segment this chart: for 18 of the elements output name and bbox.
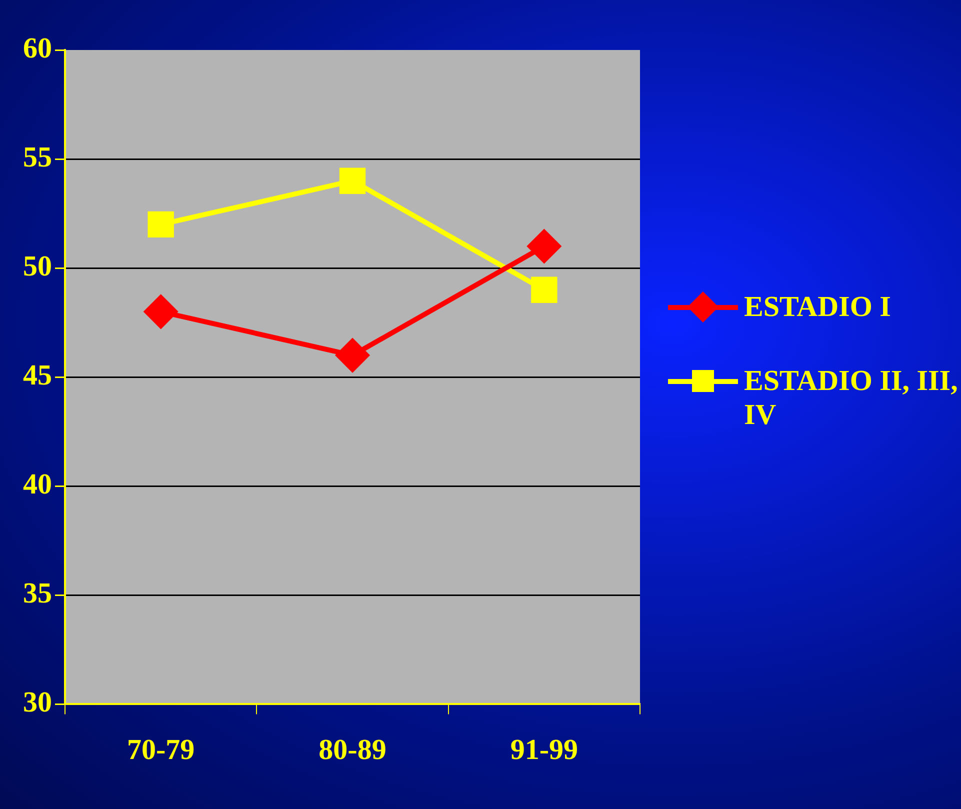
legend-label: ESTADIO I: [744, 290, 891, 324]
x-tick-label: 91-99: [510, 734, 578, 766]
point: [528, 230, 561, 263]
point: [148, 211, 174, 238]
y-tick-label: 50: [23, 250, 52, 283]
point: [336, 338, 369, 372]
y-tick-label: 40: [23, 468, 52, 501]
y-tick-label: 60: [23, 32, 52, 64]
y-tick-label: 30: [23, 686, 52, 719]
point: [531, 276, 558, 303]
point: [144, 295, 178, 328]
x-tick-label: 70-79: [126, 734, 195, 766]
point: [339, 168, 366, 194]
x-tick-label: 80-89: [318, 734, 386, 766]
y-tick-label: 55: [23, 142, 52, 174]
legend-label: ESTADIO II, III, IV: [744, 364, 958, 432]
y-tick-label: 45: [23, 360, 52, 392]
y-tick-label: 35: [23, 578, 52, 610]
